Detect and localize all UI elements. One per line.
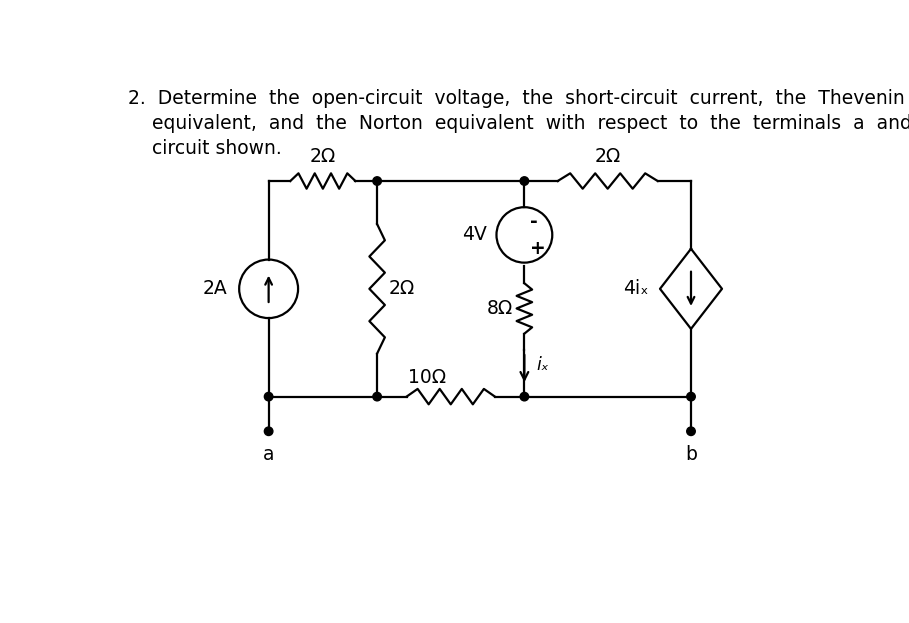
Text: circuit shown.: circuit shown. <box>127 140 281 158</box>
Circle shape <box>520 392 529 401</box>
Circle shape <box>373 177 382 185</box>
Circle shape <box>265 392 273 401</box>
Text: -: - <box>530 212 537 231</box>
Text: a: a <box>263 445 275 464</box>
Text: 2.  Determine  the  open-circuit  voltage,  the  short-circuit  current,  the  T: 2. Determine the open-circuit voltage, t… <box>127 88 904 108</box>
Text: 2Ω: 2Ω <box>594 146 621 166</box>
Circle shape <box>686 392 695 401</box>
Text: iₓ: iₓ <box>536 356 549 374</box>
Text: 8Ω: 8Ω <box>486 299 513 318</box>
Text: 10Ω: 10Ω <box>408 368 446 387</box>
Circle shape <box>265 427 273 435</box>
Text: 4V: 4V <box>463 226 487 244</box>
Circle shape <box>520 177 529 185</box>
Circle shape <box>373 392 382 401</box>
Circle shape <box>686 427 695 435</box>
Text: 2A: 2A <box>203 279 227 298</box>
Text: 2Ω: 2Ω <box>389 279 415 298</box>
Text: 2Ω: 2Ω <box>310 146 336 166</box>
Text: +: + <box>530 239 545 259</box>
Text: 4iₓ: 4iₓ <box>623 279 648 298</box>
Text: b: b <box>685 445 697 464</box>
Text: equivalent,  and  the  Norton  equivalent  with  respect  to  the  terminals  a : equivalent, and the Norton equivalent wi… <box>127 114 909 133</box>
